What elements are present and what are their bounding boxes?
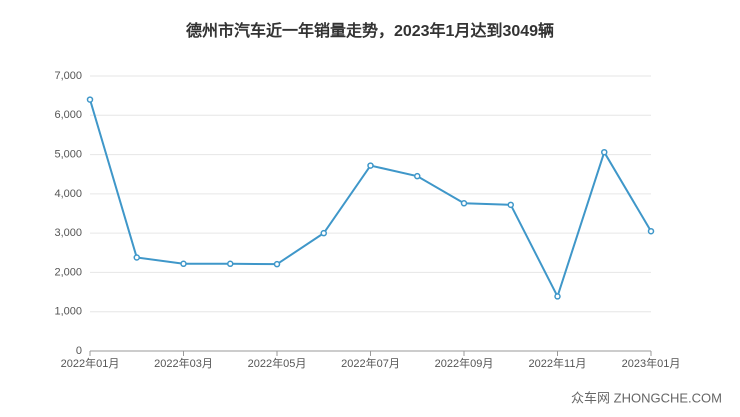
point (554, 293, 561, 300)
y-tick-label: 6,000 (54, 109, 82, 121)
point (460, 200, 468, 207)
y-tick-label: 5,000 (54, 148, 82, 160)
x-tick-label: 2022年09月 (435, 356, 494, 370)
point (507, 201, 514, 209)
point (180, 260, 187, 268)
x-tick-label: 2022年11月 (529, 356, 587, 370)
x-tick-label: 2023年01月 (622, 356, 681, 370)
x-tick-label: 2022年05月 (248, 356, 307, 370)
point (86, 96, 94, 103)
y-tick-label: 4,000 (54, 188, 82, 200)
line (89, 99, 652, 299)
y-tick-label: 1,000 (54, 306, 82, 318)
y-tick-label: 0 (76, 345, 82, 357)
chart-title: 德州市汽车近一年销量走势，2023年1月达到3049辆 (186, 21, 554, 40)
y-tick-label: 7,000 (54, 70, 82, 82)
y-tick-label: 3,000 (54, 227, 82, 239)
x-tick-label: 2022年01月 (61, 356, 120, 370)
point (133, 254, 140, 261)
point (320, 229, 327, 237)
y-tick-label: 2,000 (54, 266, 82, 278)
point (367, 162, 374, 169)
point (601, 148, 608, 156)
watermark: 众车网 ZHONGCHE.COM (571, 390, 722, 405)
point (273, 260, 281, 268)
x-tick-label: 2022年07月 (341, 356, 400, 370)
point (647, 227, 655, 235)
point (414, 172, 421, 180)
x-tick-label: 2022年03月 (154, 356, 213, 370)
point (227, 260, 234, 268)
